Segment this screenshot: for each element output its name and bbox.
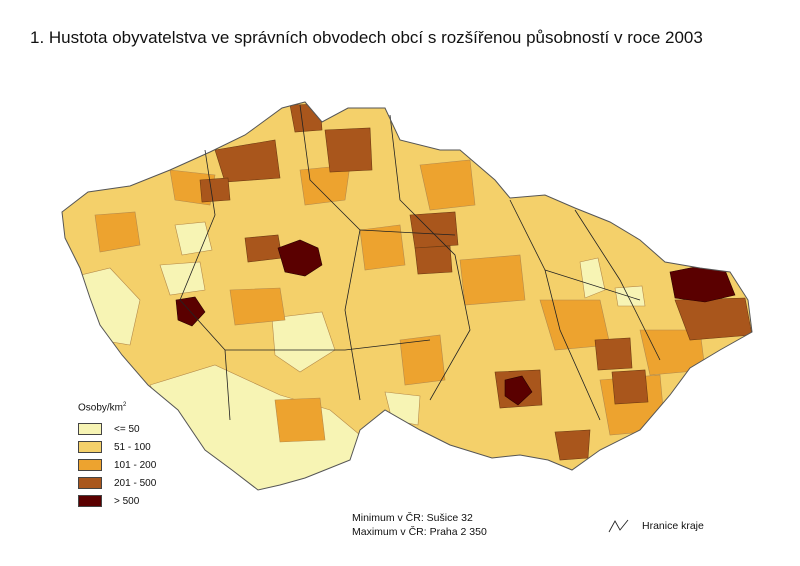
legend-label: 201 - 500 <box>114 477 157 489</box>
district-high-4 <box>409 211 459 249</box>
district-mid-6 <box>399 334 446 386</box>
district-low-north <box>174 221 213 256</box>
district-low-w <box>159 261 206 296</box>
district-high-9 <box>611 369 649 405</box>
boundary-label: Hranice kraje <box>642 520 704 532</box>
district-high-12 <box>289 103 323 133</box>
district-high-1 <box>214 139 281 183</box>
district-mid-12 <box>359 224 406 271</box>
district-high-5 <box>414 245 453 275</box>
legend-item: > 500 <box>78 492 156 510</box>
boundary-legend: Hranice kraje <box>608 518 704 534</box>
district-mid-1 <box>94 211 141 253</box>
district-low-center <box>271 311 336 373</box>
stats-block: Minimum v ČR: Sušice 32 Maximum v ČR: Pr… <box>352 511 487 539</box>
legend-item: 201 - 500 <box>78 474 156 492</box>
legend-item: <= 50 <box>78 420 156 438</box>
district-high-10 <box>554 429 591 461</box>
district-low-east <box>579 257 606 299</box>
legend-label: <= 50 <box>114 423 140 435</box>
legend-swatch <box>78 495 102 507</box>
legend-swatch <box>78 441 102 453</box>
district-mid-10 <box>459 254 526 306</box>
district-high-3 <box>199 177 231 203</box>
district-high-7 <box>674 297 752 341</box>
stats-maximum: Maximum v ČR: Praha 2 350 <box>352 526 487 538</box>
legend-label: > 500 <box>114 495 140 507</box>
legend-unit-exponent: 2 <box>123 402 127 408</box>
district-mid-4 <box>419 159 476 211</box>
country-base <box>62 102 752 490</box>
district-praha <box>277 239 323 277</box>
district-brno <box>504 375 533 406</box>
district-high-8 <box>594 337 633 371</box>
legend-items: <= 50 51 - 100 101 - 200 201 - 500 > 500 <box>78 420 156 510</box>
district-low-east2 <box>614 285 646 307</box>
legend-label: 51 - 100 <box>114 441 151 453</box>
boundary-line-icon <box>608 519 629 533</box>
legend-swatch <box>78 423 102 435</box>
region-boundaries <box>179 104 661 421</box>
legend-label: 101 - 200 <box>114 459 157 471</box>
stats-minimum: Minimum v ČR: Sušice 32 <box>352 512 473 524</box>
map-title: 1. Hustota obyvatelstva ve správních obv… <box>30 28 703 47</box>
map-legend: Osoby/km2 <= 50 51 - 100 101 - 200 201 - 50… <box>78 402 156 510</box>
district-high-6 <box>244 234 283 263</box>
legend-unit: Osoby/km <box>78 402 124 414</box>
district-high-2 <box>324 127 373 173</box>
legend-item: 51 - 100 <box>78 438 156 456</box>
legend-title: Osoby/km2 <box>78 402 156 414</box>
district-mid-5 <box>229 287 286 326</box>
legend-swatch <box>78 477 102 489</box>
legend-item: 101 - 200 <box>78 456 156 474</box>
legend-swatch <box>78 459 102 471</box>
district-mid-7 <box>274 397 326 443</box>
